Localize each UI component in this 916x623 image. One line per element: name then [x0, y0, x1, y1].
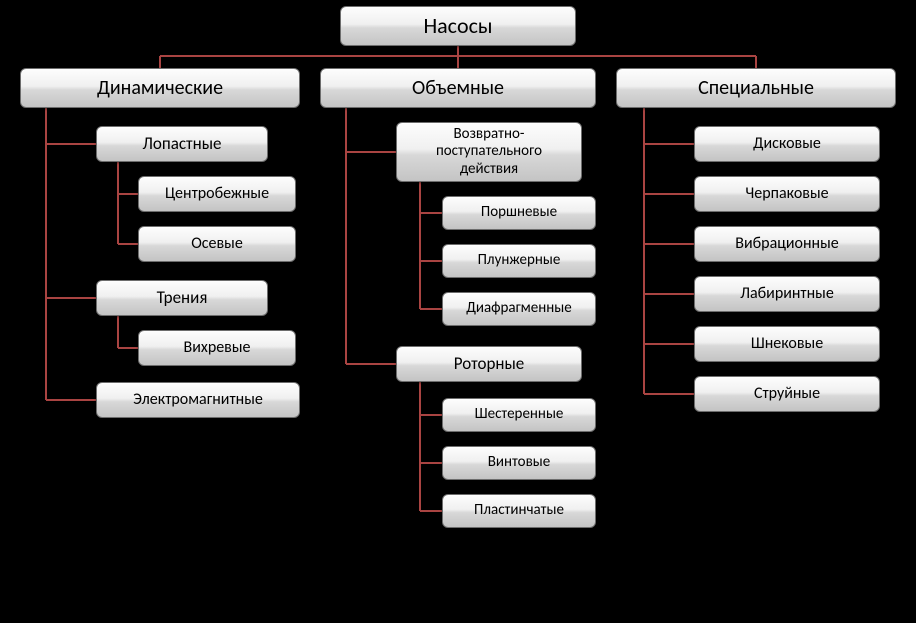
node-label: Насосы [423, 13, 492, 38]
node-label: Роторные [454, 354, 525, 374]
node-struj: Струйные [694, 376, 880, 412]
node-label: Дисковые [753, 135, 821, 153]
node-label: Пластинчатые [474, 502, 564, 519]
node-label: Винтовые [488, 454, 550, 471]
node-lop: Лопастные [96, 126, 268, 162]
node-disk: Дисковые [694, 126, 880, 162]
node-plast: Пластинчатые [442, 494, 596, 528]
node-vihr: Вихревые [138, 330, 296, 366]
node-label: Динамические [97, 77, 223, 100]
node-label: Плунжерные [478, 252, 561, 269]
node-label: Специальные [698, 77, 814, 100]
node-porsh: Поршневые [442, 196, 596, 230]
node-label: Лабиринтные [740, 285, 834, 303]
node-label: Лопастные [143, 134, 222, 154]
node-label: Диафрагменные [466, 300, 572, 317]
node-label: Осевые [191, 235, 243, 253]
node-label: Струйные [754, 385, 820, 403]
node-label: Объемные [412, 77, 504, 100]
node-label: Черпаковые [745, 185, 828, 203]
node-elmag: Электромагнитные [96, 382, 300, 418]
node-cherp: Черпаковые [694, 176, 880, 212]
node-rotor: Роторные [396, 346, 582, 382]
node-label: Электромагнитные [133, 391, 263, 409]
node-centr: Центробежные [138, 176, 296, 212]
node-label: Центробежные [165, 185, 269, 203]
node-diafr: Диафрагменные [442, 292, 596, 326]
node-osev: Осевые [138, 226, 296, 262]
node-root: Насосы [340, 6, 576, 46]
node-vol: Объемные [320, 68, 596, 108]
node-plunzh: Плунжерные [442, 244, 596, 278]
node-spec: Специальные [616, 68, 896, 108]
node-vozv: Возвратно-поступательногодействия [396, 122, 582, 182]
node-vibr: Вибрационные [694, 226, 880, 262]
node-label: Вихревые [184, 339, 251, 357]
node-shest: Шестеренные [442, 398, 596, 432]
node-tren: Трения [96, 280, 268, 316]
node-label: Трения [157, 288, 208, 308]
node-label: Шнековые [751, 335, 823, 353]
node-vint: Винтовые [442, 446, 596, 480]
node-labir: Лабиринтные [694, 276, 880, 312]
node-dyn: Динамические [20, 68, 300, 108]
node-label: Вибрационные [735, 235, 838, 253]
node-label: Поршневые [481, 204, 557, 221]
node-shnek: Шнековые [694, 326, 880, 362]
node-label: Шестеренные [475, 406, 564, 423]
node-label: Возвратно-поступательногодействия [436, 126, 542, 178]
